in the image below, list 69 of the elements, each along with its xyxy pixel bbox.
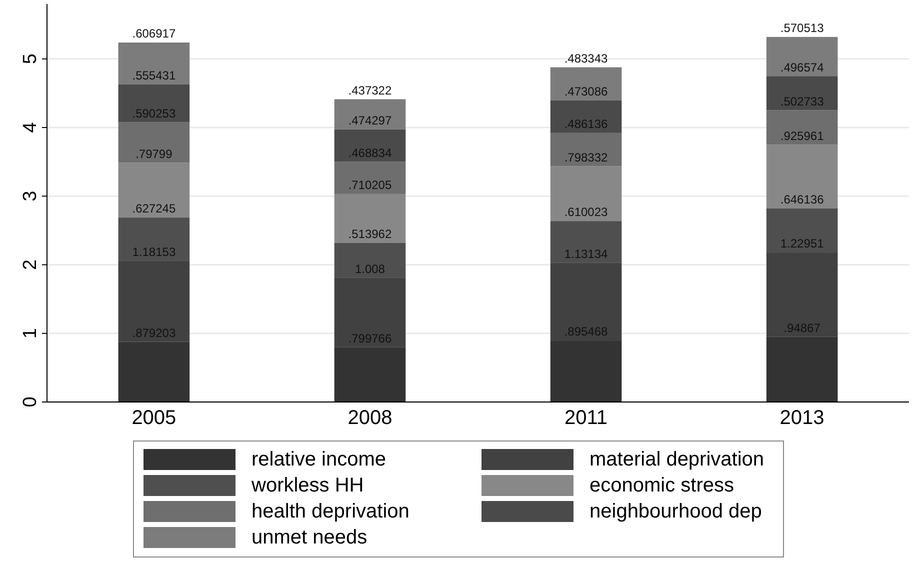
x-tick-label: 2013 [780, 407, 824, 429]
data-label: 1.13134 [564, 247, 608, 262]
legend-label: unmet needs [252, 526, 368, 548]
bar [118, 84, 190, 122]
bar [766, 110, 838, 145]
bar [118, 342, 190, 402]
data-label: .496574 [780, 60, 824, 74]
y-tick-label: 4 [20, 122, 42, 133]
bar [334, 129, 406, 162]
legend-label: workless HH [250, 474, 364, 496]
bar [550, 67, 622, 100]
y-tick-label: 0 [20, 396, 42, 408]
bar [550, 262, 622, 341]
legend-label: neighbourhood dep [590, 500, 762, 522]
bar [118, 162, 190, 218]
data-label: .502733 [780, 94, 824, 108]
bar [334, 242, 406, 278]
data-label: .925961 [780, 128, 824, 143]
bar [118, 260, 190, 342]
data-label: .606917 [132, 26, 176, 41]
data-label: .474297 [348, 113, 392, 128]
bar [550, 132, 622, 166]
data-label: .555431 [132, 68, 176, 82]
bar [118, 122, 190, 163]
y-tick-label: 1 [20, 328, 42, 339]
bar [766, 144, 838, 208]
legend-label: relative income [252, 448, 386, 470]
legend-label: health deprivation [252, 500, 410, 522]
bar [334, 194, 406, 243]
data-label: .646136 [780, 192, 824, 206]
data-label: .437322 [348, 83, 392, 98]
data-label: 1.22951 [780, 236, 824, 251]
data-label: .468834 [348, 146, 392, 160]
y-tick-label: 3 [20, 190, 42, 202]
data-label: .79799 [136, 146, 173, 161]
x-tick-label: 2005 [132, 407, 176, 429]
data-label: 1.18153 [132, 244, 176, 259]
data-label: .627245 [132, 202, 176, 216]
y-tick-label: 5 [20, 54, 42, 64]
bar [118, 218, 190, 261]
bar [550, 166, 622, 222]
legend-label: economic stress [590, 474, 734, 496]
bar [766, 76, 838, 110]
x-tick-label: 2011 [564, 407, 608, 429]
bar [550, 340, 622, 402]
bar [550, 221, 622, 263]
data-label: .710205 [348, 178, 392, 192]
data-label: .610023 [564, 205, 608, 220]
bar [334, 347, 406, 402]
y-tick-label: 2 [20, 259, 42, 270]
data-label: .473086 [564, 84, 608, 99]
data-label: .570513 [780, 21, 824, 36]
data-label: .513962 [348, 226, 392, 241]
data-label: .798332 [564, 150, 608, 164]
bar [766, 36, 838, 76]
bar [550, 100, 622, 133]
bar [766, 336, 838, 402]
data-label: .486136 [564, 117, 608, 132]
data-label: .483343 [564, 51, 608, 66]
data-label: 1.008 [354, 262, 386, 276]
bar [334, 99, 406, 130]
bar [334, 278, 406, 348]
x-tick-label: 2008 [348, 407, 392, 429]
bar [766, 208, 838, 253]
legend-label: material deprivation [590, 448, 764, 470]
bar [334, 162, 406, 194]
bar [118, 42, 190, 84]
data-label: .590253 [132, 106, 176, 120]
bar [766, 252, 838, 337]
